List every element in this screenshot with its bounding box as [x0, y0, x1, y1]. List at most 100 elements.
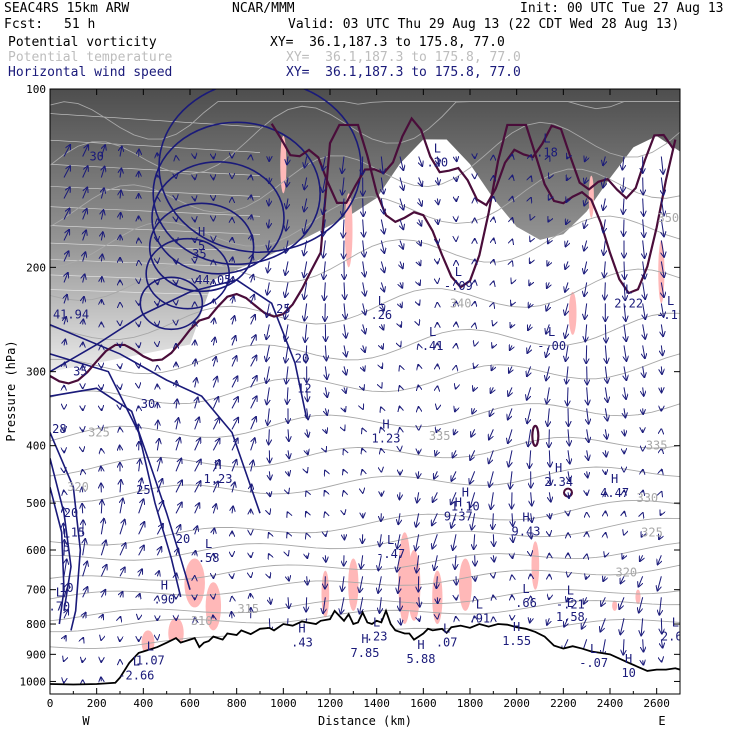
- field-pv-xy: XY= 36.1,187.3 to 175.8, 77.0: [270, 35, 505, 50]
- x-tick-label: 800: [227, 697, 247, 710]
- wind-vector: [381, 177, 383, 193]
- wind-vector: [176, 418, 178, 430]
- x-tick-label: 1600: [410, 697, 437, 710]
- wind-vector: [451, 513, 457, 527]
- extremum-type: L: [625, 283, 632, 297]
- extremum-value: 5: [63, 540, 70, 554]
- wind-vector: [138, 499, 144, 514]
- wind-vector: [470, 471, 476, 483]
- wind-vector: [344, 282, 345, 299]
- wind-vector: [120, 592, 123, 597]
- wind-vector: [175, 459, 181, 472]
- extremum-value: .18: [536, 145, 558, 159]
- wind-vector: [304, 198, 307, 211]
- wind-vector: [194, 438, 201, 451]
- pv-shade: [588, 175, 594, 218]
- extremum-value: .91: [468, 612, 490, 626]
- wind-vector: [139, 460, 140, 472]
- wind-vector: [529, 303, 531, 307]
- wind-vector: [622, 555, 624, 558]
- wind-vector: [643, 240, 645, 258]
- extremum-value: 1.58: [556, 610, 585, 624]
- theta-contour: [50, 517, 680, 561]
- wind-vector: [251, 275, 254, 283]
- theta-label: 335: [429, 429, 451, 443]
- wind-vector: [531, 513, 532, 522]
- wind-label: 28: [52, 422, 66, 436]
- extremum-marker: L-.21: [556, 584, 585, 612]
- wind-vector: [157, 439, 159, 451]
- wind-vector: [194, 417, 199, 430]
- wind-vector: [661, 219, 664, 236]
- wind-vector: [475, 576, 476, 580]
- theta-label: 320: [67, 480, 89, 494]
- wind-vector: [83, 539, 86, 556]
- theta-contour: [50, 215, 680, 301]
- wind-vector: [565, 282, 568, 291]
- wind-vector: [363, 219, 364, 236]
- fcst-label: Fcst:: [4, 17, 44, 32]
- extremum-value: .66: [515, 596, 537, 610]
- field-theta-xy: XY= 36.1,187.3 to 175.8, 77.0: [286, 50, 521, 65]
- wind-vector: [213, 357, 216, 367]
- wind-vector: [304, 177, 306, 189]
- y-tick-label: 600: [26, 544, 46, 557]
- wind-vector: [643, 219, 644, 237]
- wind-vector: [342, 576, 344, 591]
- wind-vector: [304, 240, 307, 255]
- wind-vector: [119, 567, 125, 577]
- pv-shade: [531, 541, 540, 590]
- wind-vector: [175, 438, 180, 451]
- extremum-value: 4.47: [600, 486, 629, 500]
- wind-vector: [381, 428, 382, 430]
- extremum-value: .26: [370, 308, 392, 322]
- pv-shade: [348, 558, 359, 611]
- wind-vector: [64, 340, 65, 346]
- extremum-value: 5: [198, 239, 205, 253]
- extremum-type: H: [522, 510, 529, 524]
- wind-vector: [419, 240, 421, 245]
- wind-vector: [470, 492, 476, 507]
- extremum-marker: L-.00: [537, 325, 566, 353]
- wind-vector: [212, 397, 218, 409]
- wind-vector: [64, 559, 67, 577]
- wind-vector: [564, 618, 568, 626]
- x-tick-label: 1400: [363, 697, 390, 710]
- wind-vector: [285, 261, 288, 274]
- wind-vector: [587, 471, 588, 477]
- wind-vector: [285, 345, 288, 362]
- pv-shade: [635, 589, 641, 604]
- wind-vector: [269, 492, 270, 496]
- extremum-marker: H9.43: [512, 510, 541, 538]
- x-tick-label: 1800: [457, 697, 484, 710]
- wind-vector: [266, 366, 269, 383]
- wind-vector: [400, 177, 403, 189]
- extremum-value: .43: [291, 636, 313, 650]
- extremum-type: H: [513, 620, 520, 634]
- wind-vector: [381, 156, 383, 174]
- wind-vector: [101, 232, 103, 241]
- wind-vector: [101, 500, 102, 514]
- wind-vector: [661, 366, 662, 374]
- wind-label: 25: [136, 483, 150, 497]
- extremum-value: .23: [366, 629, 388, 643]
- wind-vector: [325, 366, 327, 379]
- wind-vector: [250, 438, 255, 451]
- wind-vector: [604, 261, 605, 277]
- wind-vector: [605, 450, 606, 456]
- wind-vector: [251, 315, 255, 325]
- extremum-type: E: [567, 596, 574, 610]
- wind-vector: [603, 198, 605, 209]
- wind-vector: [157, 547, 161, 556]
- extremum-value: -.21: [556, 598, 585, 612]
- wind-vector: [232, 277, 233, 283]
- wind-vector: [419, 261, 421, 265]
- wind-vector: [287, 387, 288, 403]
- wind-vector: [587, 408, 589, 423]
- extremum-type: H: [555, 461, 562, 475]
- x-tick-label: 2200: [550, 697, 577, 710]
- extremum-value: .70: [48, 599, 70, 613]
- wind-vector: [381, 240, 384, 252]
- extremum-value: 1.07: [136, 653, 165, 667]
- wind-vector: [231, 376, 237, 388]
